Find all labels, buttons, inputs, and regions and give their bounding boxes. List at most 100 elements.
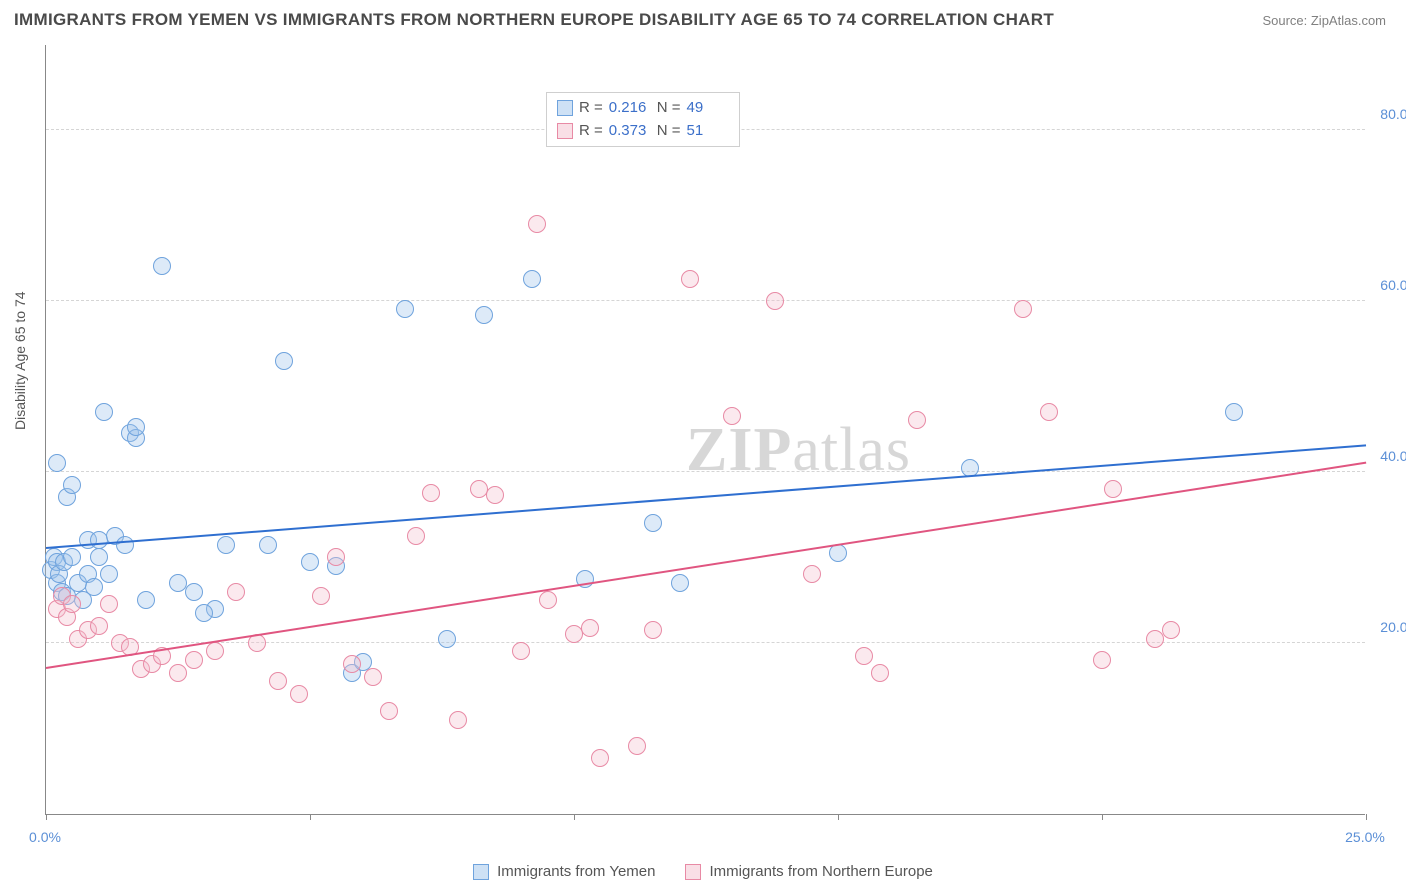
data-point — [95, 403, 113, 421]
data-point — [871, 664, 889, 682]
gridline — [46, 471, 1365, 472]
chart-title: IMMIGRANTS FROM YEMEN VS IMMIGRANTS FROM… — [14, 10, 1054, 30]
watermark-bold: ZIP — [686, 416, 792, 484]
data-point — [1093, 651, 1111, 669]
data-point — [475, 306, 493, 324]
legend-item-yemen: Immigrants from Yemen — [473, 863, 655, 880]
data-point — [127, 418, 145, 436]
data-point — [855, 647, 873, 665]
x-tick-label: 25.0% — [1345, 829, 1385, 845]
data-point — [290, 685, 308, 703]
data-point — [1225, 403, 1243, 421]
stats-legend: R = 0.216 N = 49 R = 0.373 N = 51 — [546, 92, 740, 147]
watermark-rest: atlas — [792, 416, 911, 484]
data-point — [591, 749, 609, 767]
stats-swatch — [557, 100, 573, 116]
data-point — [327, 548, 345, 566]
data-point — [523, 270, 541, 288]
y-tick-label: 60.0% — [1380, 277, 1406, 293]
data-point — [169, 664, 187, 682]
chart-plot-area: R =0.216N =49R =0.373N =51 ZIPatlas 20.0… — [45, 45, 1365, 815]
data-point — [766, 292, 784, 310]
bottom-legend: Immigrants from Yemen Immigrants from No… — [0, 863, 1406, 880]
data-point — [723, 407, 741, 425]
data-point — [269, 672, 287, 690]
data-point — [90, 617, 108, 635]
data-point — [539, 591, 557, 609]
data-point — [396, 300, 414, 318]
gridline — [46, 642, 1365, 643]
data-point — [380, 702, 398, 720]
data-point — [206, 642, 224, 660]
r-value: 0.373 — [609, 120, 651, 143]
data-point — [1162, 621, 1180, 639]
data-point — [63, 476, 81, 494]
data-point — [63, 548, 81, 566]
data-point — [259, 536, 277, 554]
legend-swatch-neurope — [685, 864, 701, 880]
y-axis-title: Disability Age 65 to 74 — [12, 291, 28, 430]
trend-line — [46, 444, 1366, 549]
data-point — [227, 583, 245, 601]
data-point — [100, 565, 118, 583]
data-point — [301, 553, 319, 571]
r-label: R = — [579, 120, 603, 143]
data-point — [63, 595, 81, 613]
data-point — [185, 651, 203, 669]
data-point — [217, 536, 235, 554]
data-point — [438, 630, 456, 648]
y-tick-label: 40.0% — [1380, 448, 1406, 464]
r-value: 0.216 — [609, 97, 651, 120]
data-point — [803, 565, 821, 583]
x-tick — [46, 814, 47, 820]
data-point — [195, 604, 213, 622]
x-tick — [574, 814, 575, 820]
data-point — [90, 548, 108, 566]
data-point — [681, 270, 699, 288]
n-label: N = — [657, 97, 681, 120]
x-tick-label: 0.0% — [29, 829, 61, 845]
source-label: Source: ZipAtlas.com — [1262, 13, 1386, 28]
gridline — [46, 300, 1365, 301]
data-point — [581, 619, 599, 637]
legend-label-yemen: Immigrants from Yemen — [497, 863, 655, 880]
legend-swatch-yemen — [473, 864, 489, 880]
x-tick — [310, 814, 311, 820]
data-point — [528, 215, 546, 233]
legend-item-neurope: Immigrants from Northern Europe — [685, 863, 932, 880]
legend-label-neurope: Immigrants from Northern Europe — [709, 863, 932, 880]
x-tick — [1102, 814, 1103, 820]
data-point — [422, 484, 440, 502]
data-point — [1014, 300, 1032, 318]
watermark: ZIPatlas — [686, 415, 911, 486]
data-point — [137, 591, 155, 609]
data-point — [275, 352, 293, 370]
data-point — [628, 737, 646, 755]
data-point — [343, 655, 361, 673]
data-point — [644, 621, 662, 639]
data-point — [1040, 403, 1058, 421]
data-point — [644, 514, 662, 532]
data-point — [48, 454, 66, 472]
stats-swatch — [557, 123, 573, 139]
r-label: R = — [579, 97, 603, 120]
data-point — [100, 595, 118, 613]
data-point — [671, 574, 689, 592]
data-point — [1104, 480, 1122, 498]
n-label: N = — [657, 120, 681, 143]
x-tick — [1366, 814, 1367, 820]
data-point — [407, 527, 425, 545]
stats-row: R = 0.373 N = 51 — [557, 120, 729, 143]
y-tick-label: 80.0% — [1380, 106, 1406, 122]
data-point — [85, 578, 103, 596]
n-value: 51 — [687, 120, 729, 143]
y-tick-label: 20.0% — [1380, 619, 1406, 635]
data-point — [449, 711, 467, 729]
data-point — [908, 411, 926, 429]
n-value: 49 — [687, 97, 729, 120]
data-point — [512, 642, 530, 660]
data-point — [312, 587, 330, 605]
stats-row: R = 0.216 N = 49 — [557, 97, 729, 120]
data-point — [185, 583, 203, 601]
x-tick — [838, 814, 839, 820]
